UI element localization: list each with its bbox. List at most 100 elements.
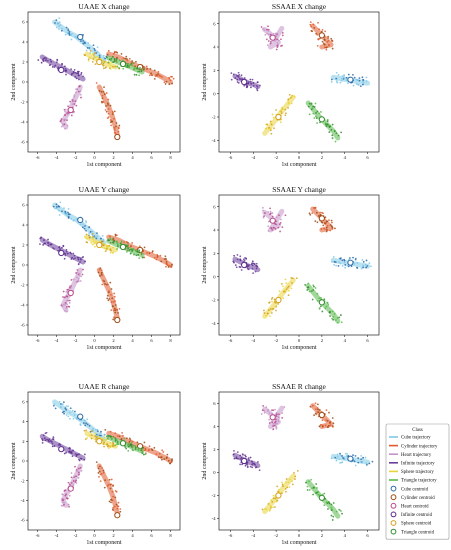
- trajectory-point: [114, 490, 117, 492]
- trajectory-point: [61, 411, 64, 414]
- trajectory-point: [331, 426, 334, 428]
- trajectory-point: [75, 88, 77, 91]
- trajectory-point: [116, 51, 119, 54]
- trajectory-point: [356, 79, 359, 81]
- trajectory-point: [52, 438, 55, 441]
- trajectory-point: [247, 265, 250, 267]
- trajectory-point: [251, 462, 254, 464]
- trajectory-point: [135, 73, 138, 76]
- y-tick-label: 4: [213, 228, 216, 233]
- x-tick-label: 4: [131, 338, 134, 343]
- trajectory-point: [88, 226, 91, 228]
- trajectory-point: [269, 42, 272, 45]
- trajectory-point: [269, 121, 272, 124]
- trajectory-point: [104, 428, 107, 431]
- trajectory-point: [108, 478, 111, 481]
- trajectory-point: [341, 512, 343, 515]
- trajectory-point: [53, 403, 56, 406]
- trajectory-point: [106, 283, 109, 286]
- trajectory-point: [112, 241, 115, 244]
- trajectory-point: [108, 500, 111, 503]
- centroid-marker: [119, 60, 127, 68]
- trajectory-point: [328, 131, 331, 133]
- trajectory-point: [321, 40, 324, 43]
- y-tick-label: -4: [21, 303, 26, 308]
- y-tick-label: 6: [213, 401, 216, 406]
- trajectory-point: [281, 483, 284, 486]
- trajectory-point: [60, 504, 63, 507]
- trajectory-point: [232, 260, 235, 263]
- trajectory-point: [157, 456, 160, 459]
- trajectory-point: [79, 223, 82, 226]
- trajectory-point: [74, 257, 76, 260]
- trajectory-point: [276, 42, 279, 44]
- trajectory-point: [362, 260, 365, 263]
- trajectory-point: [43, 437, 46, 440]
- trajectory-point: [234, 77, 237, 80]
- trajectory-point: [99, 432, 102, 435]
- trajectory-point: [55, 206, 58, 208]
- x-tick-label: 2: [321, 533, 324, 538]
- trajectory-point: [368, 462, 371, 465]
- trajectory-point: [40, 236, 43, 239]
- trajectory-point: [106, 56, 108, 59]
- trajectory-point: [109, 121, 112, 124]
- trajectory-point: [330, 225, 333, 228]
- trajectory-point: [92, 240, 95, 242]
- trajectory-point: [66, 252, 69, 255]
- trajectory-point: [74, 35, 76, 38]
- series-infinite: [39, 431, 86, 462]
- trajectory-point: [76, 271, 79, 274]
- trajectory-point: [275, 411, 278, 414]
- trajectory-point: [51, 445, 54, 448]
- trajectory-point: [256, 88, 258, 90]
- trajectory-point: [76, 256, 79, 259]
- trajectory-point: [288, 289, 290, 292]
- trajectory-point: [275, 32, 277, 35]
- trajectory-point: [43, 239, 45, 241]
- trajectory-point: [251, 460, 253, 463]
- trajectory-point: [45, 431, 48, 434]
- trajectory-point: [68, 302, 71, 304]
- trajectory-point: [236, 78, 239, 81]
- trajectory-point: [306, 485, 309, 488]
- trajectory-point: [65, 405, 68, 408]
- trajectory-point: [140, 447, 143, 450]
- x-tick-label: 4: [131, 533, 134, 538]
- trajectory-point: [316, 487, 318, 489]
- trajectory-point: [131, 242, 133, 244]
- trajectory-point: [127, 445, 130, 448]
- trajectory-point: [327, 501, 330, 503]
- trajectory-point: [103, 486, 106, 489]
- trajectory-point: [335, 510, 338, 513]
- trajectory-point: [61, 27, 63, 30]
- centroid-marker: [119, 243, 127, 251]
- trajectory-point: [72, 100, 75, 103]
- trajectory-point: [49, 63, 52, 66]
- trajectory-point: [335, 264, 337, 267]
- plot-area: [39, 201, 173, 324]
- trajectory-point: [72, 98, 74, 101]
- trajectory-point: [239, 463, 242, 466]
- trajectory-point: [327, 303, 330, 306]
- x-tick-label: 2: [112, 533, 115, 538]
- trajectory-point: [272, 116, 275, 119]
- trajectory-point: [97, 472, 100, 474]
- trajectory-point: [269, 213, 271, 216]
- trajectory-point: [41, 439, 44, 442]
- trajectory-point: [239, 457, 242, 460]
- trajectory-point: [251, 463, 254, 466]
- plot-area: [232, 206, 372, 324]
- trajectory-point: [263, 409, 266, 412]
- trajectory-point: [75, 218, 78, 220]
- trajectory-point: [42, 243, 45, 246]
- centroid-marker: [96, 58, 103, 66]
- trajectory-point: [287, 102, 290, 105]
- trajectory-point: [290, 287, 293, 290]
- y-tick-label: -4: [212, 516, 217, 521]
- trajectory-point: [138, 74, 141, 77]
- trajectory-point: [86, 47, 89, 49]
- trajectory-point: [88, 424, 91, 427]
- trajectory-point: [269, 315, 271, 318]
- trajectory-point: [113, 295, 116, 298]
